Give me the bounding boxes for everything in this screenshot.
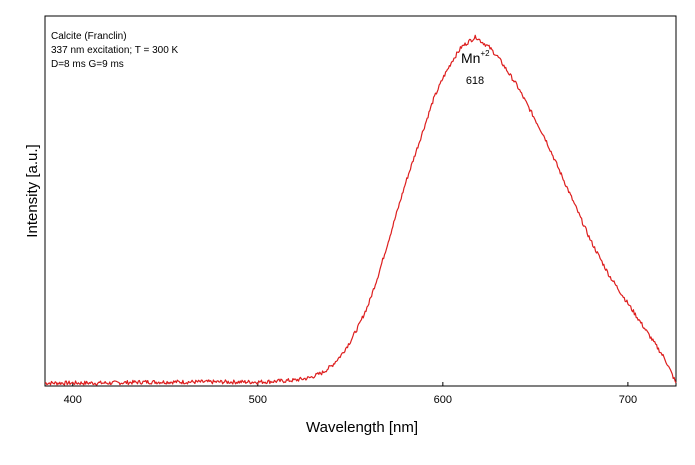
- species-annotation: Mn+2: [461, 49, 490, 66]
- plot-frame: [44, 15, 677, 387]
- y-axis-title: Intensity [a.u.]: [24, 144, 41, 237]
- x-tick-label: 400: [64, 394, 82, 406]
- species-label: Mn: [461, 50, 480, 66]
- species-charge: +2: [480, 49, 490, 58]
- x-axis-title: Wavelength [nm]: [306, 419, 418, 436]
- x-tick-label: 500: [249, 394, 267, 406]
- info-line-1: Calcite (Franclin): [51, 31, 127, 42]
- info-block: Calcite (Franclin) 337 nm excitation; T …: [51, 31, 179, 70]
- x-axis-ticks: 400 500 600 700: [64, 382, 637, 406]
- peak-label: 618: [466, 75, 484, 87]
- x-tick-label: 600: [434, 394, 452, 406]
- info-line-2: 337 nm excitation; T = 300 K: [51, 45, 179, 56]
- x-tick-label: 700: [619, 394, 637, 406]
- info-line-3: D=8 ms G=9 ms: [51, 59, 124, 70]
- series-line: [44, 34, 677, 386]
- series-layer: [44, 34, 677, 386]
